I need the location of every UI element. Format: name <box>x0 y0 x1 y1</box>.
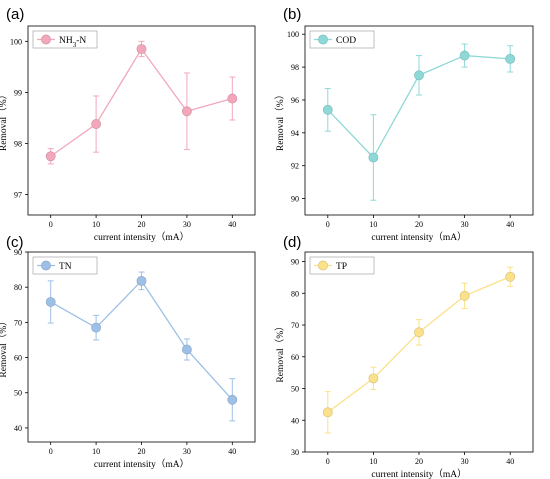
panel-label: (c) <box>6 234 24 251</box>
chart-panel-2: (b) 0 10 20 30 40 90 92 94 96 98 100 current intensi… <box>274 6 534 243</box>
x-tick-label: 20 <box>138 447 146 456</box>
x-axis-title: current intensity（mA） <box>371 468 466 479</box>
y-axis-title: Removal（%） <box>0 316 9 377</box>
data-point <box>322 104 333 115</box>
y-tick-label: 98 <box>14 139 22 148</box>
x-tick-label: 0 <box>326 457 330 466</box>
y-tick-label: 98 <box>291 63 299 72</box>
chart-panel-4: (d) 0 10 20 30 40 30 40 50 60 70 80 90 current intens… <box>274 234 534 479</box>
data-point <box>91 119 101 129</box>
data-point <box>368 373 379 384</box>
legend-box <box>309 256 375 275</box>
y-tick-label: 99 <box>14 88 22 97</box>
legend-label: TP <box>336 262 347 272</box>
y-axis-title: Removal（%） <box>274 321 286 382</box>
y-tick-label: 80 <box>14 283 22 292</box>
x-tick-label: 20 <box>138 220 146 229</box>
y-tick-label: 96 <box>291 96 299 105</box>
data-point <box>368 152 379 163</box>
y-tick-label: 50 <box>14 389 22 398</box>
data-point <box>414 70 424 81</box>
data-point <box>91 322 101 333</box>
panel-label: (a) <box>6 6 24 23</box>
legend-marker <box>318 34 328 45</box>
data-point <box>45 151 56 162</box>
x-tick-label: 10 <box>369 220 377 229</box>
y-tick-label: 90 <box>14 248 22 257</box>
y-axis-title: Removal（%） <box>274 90 286 151</box>
x-tick-label: 30 <box>183 220 191 229</box>
data-point <box>181 106 192 117</box>
data-point <box>322 407 333 418</box>
x-axis-title: current intensity（mA） <box>94 458 189 470</box>
legend-box <box>32 256 98 275</box>
y-tick-label: 60 <box>291 353 299 362</box>
y-tick-label: 50 <box>291 385 299 394</box>
legend-box <box>309 30 375 49</box>
y-tick-label: 92 <box>291 162 299 171</box>
y-tick-label: 40 <box>291 416 299 425</box>
y-tick-label: 94 <box>291 129 299 138</box>
panel-label: (b) <box>283 6 301 23</box>
data-point <box>227 93 238 104</box>
data-point <box>136 44 147 54</box>
y-tick-label: 70 <box>14 318 22 327</box>
x-tick-label: 20 <box>415 457 423 466</box>
y-tick-label: 100 <box>287 30 299 39</box>
y-tick-label: 97 <box>14 191 22 200</box>
legend-marker <box>41 260 51 271</box>
y-axis-title: Removal（%） <box>0 90 9 151</box>
series-line <box>50 279 233 401</box>
data-point <box>227 394 238 405</box>
y-tick-label: 80 <box>291 289 299 298</box>
data-point <box>136 275 147 286</box>
data-point <box>45 297 56 307</box>
x-tick-label: 30 <box>461 457 469 466</box>
data-point <box>505 53 516 64</box>
y-tick-label: 100 <box>10 37 22 46</box>
y-tick-label: 30 <box>291 448 299 457</box>
data-point <box>459 50 470 61</box>
y-tick-label: 90 <box>291 195 299 204</box>
y-tick-label: 60 <box>14 354 22 363</box>
plot-frame <box>304 25 534 216</box>
x-tick-label: 40 <box>228 447 236 456</box>
x-axis-title: current intensity（mA） <box>371 231 466 243</box>
x-tick-label: 0 <box>326 220 330 229</box>
series-line <box>50 47 233 157</box>
legend-box <box>32 30 98 49</box>
y-tick-label: 90 <box>291 258 299 267</box>
x-tick-label: 0 <box>49 447 53 456</box>
legend-label: NH3-N <box>59 36 86 49</box>
x-tick-label: 40 <box>228 220 236 229</box>
chart-panel-1: (a) 0 10 20 30 40 97 98 99 100 current intensity（m… <box>0 6 256 243</box>
x-tick-label: 20 <box>415 220 423 229</box>
y-tick-label: 40 <box>14 424 22 433</box>
x-tick-label: 40 <box>506 457 514 466</box>
y-tick-label: 70 <box>291 321 299 330</box>
x-tick-label: 10 <box>369 457 377 466</box>
x-tick-label: 30 <box>461 220 469 229</box>
legend-label: COD <box>336 36 356 46</box>
panel-label: (d) <box>283 234 301 251</box>
x-tick-label: 10 <box>92 220 100 229</box>
x-axis-title: current intensity（mA） <box>94 231 189 243</box>
legend-marker <box>41 34 51 45</box>
data-point <box>459 290 470 301</box>
x-tick-label: 10 <box>92 447 100 456</box>
x-tick-label: 40 <box>506 220 514 229</box>
x-tick-label: 30 <box>183 447 191 456</box>
data-point <box>181 344 192 355</box>
x-tick-label: 0 <box>49 220 53 229</box>
data-point <box>414 327 424 338</box>
legend-marker <box>318 260 328 271</box>
chart-panel-3: (c) 0 10 20 30 40 40 50 60 70 80 90 current intensit… <box>0 234 256 470</box>
data-point <box>505 271 516 282</box>
legend-label: TN <box>59 262 72 272</box>
